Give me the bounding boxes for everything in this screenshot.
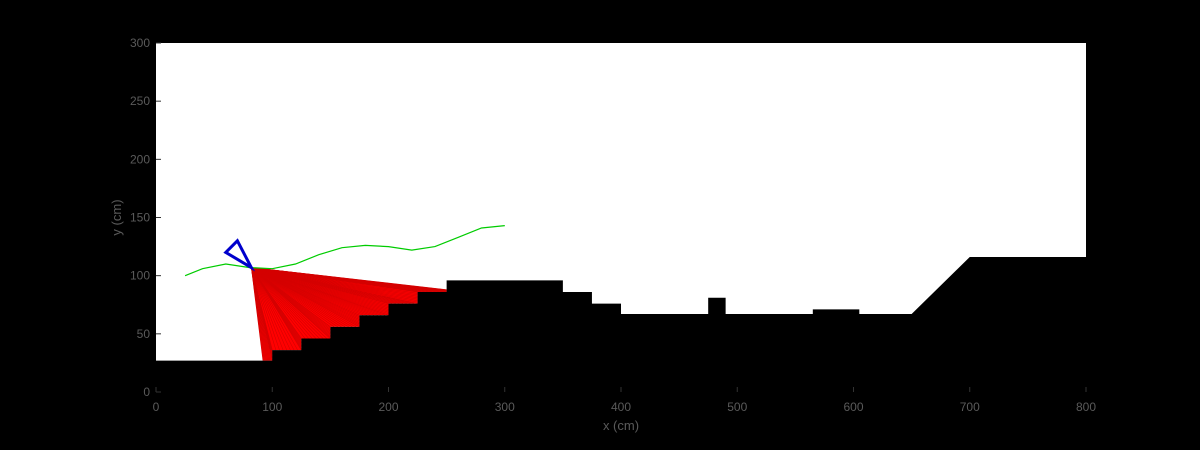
x-axis-label: x (cm) [603,418,639,433]
x-tick-label: 200 [378,400,398,414]
sensor-ray [251,267,335,328]
path-line [184,225,505,277]
sensor-ray [251,267,298,351]
sensor-ray [251,267,346,328]
sensor-ray [251,267,324,339]
x-tick-label: 800 [1076,400,1096,414]
sensor-ray [251,267,331,328]
y-tick-label: 150 [130,211,150,225]
x-tick-label: 100 [262,400,282,414]
x-tick-label: 700 [960,400,980,414]
y-tick-label: 100 [130,269,150,283]
sensor-ray [251,267,295,351]
sensor-ray [251,267,338,328]
x-tick-label: 0 [153,400,160,414]
sensor-ray [251,267,327,339]
sensor-ray [251,267,349,328]
sensor-ray [251,267,273,351]
x-tick-label: 600 [843,400,863,414]
sensor-ray [251,267,342,328]
x-axis-ticks: 0 100 200 300 400 500 600 700 800 [153,387,1096,414]
y-axis-label: y (cm) [109,199,124,235]
y-tick-label: 200 [130,152,150,166]
y-tick-label: 300 [130,36,150,50]
terrain [156,257,1086,392]
sensor-ray [251,267,320,339]
robot-marker [223,238,256,272]
sensor-ray [251,267,288,351]
sensor-ray [251,267,302,339]
sensor-ray [251,267,306,339]
y-tick-label: 0 [143,385,150,399]
x-tick-label: 500 [727,400,747,414]
robot-layer [223,238,256,272]
sensor-rays [251,267,447,361]
x-tick-label: 300 [495,400,515,414]
path-layer [184,225,505,277]
sensor-ray [251,267,317,339]
sensor-ray [251,267,309,339]
sensor-ray [251,267,313,339]
y-tick-label: 250 [130,94,150,108]
sensor-ray [251,267,280,351]
y-tick-label: 50 [137,327,151,341]
sensor-ray [251,267,277,351]
y-axis-ticks: 0 50 100 150 200 250 300 [130,36,161,399]
sensor-ray [251,267,291,351]
sensor-ray [251,267,447,290]
terrain-layer [156,257,1086,392]
sensor-ray [251,267,284,351]
x-tick-label: 400 [611,400,631,414]
